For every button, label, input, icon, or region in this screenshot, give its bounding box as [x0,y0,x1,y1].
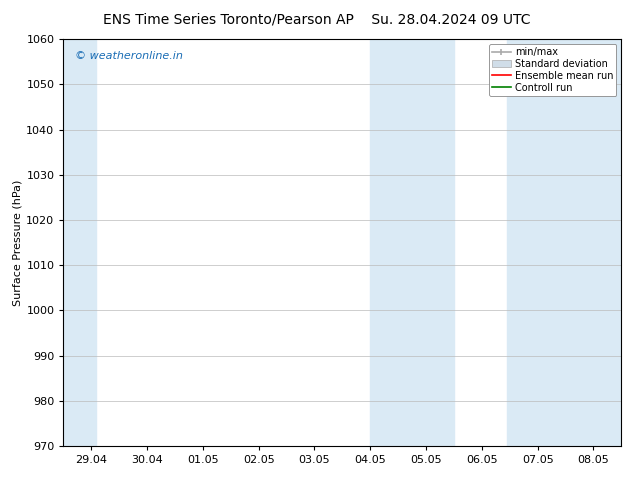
Y-axis label: Surface Pressure (hPa): Surface Pressure (hPa) [12,179,22,306]
Legend: min/max, Standard deviation, Ensemble mean run, Controll run: min/max, Standard deviation, Ensemble me… [489,44,616,96]
Text: ENS Time Series Toronto/Pearson AP    Su. 28.04.2024 09 UTC: ENS Time Series Toronto/Pearson AP Su. 2… [103,12,531,26]
Bar [370,39,454,446]
Bar [507,39,621,446]
Bar [63,39,96,446]
Text: © weatheronline.in: © weatheronline.in [75,51,183,61]
